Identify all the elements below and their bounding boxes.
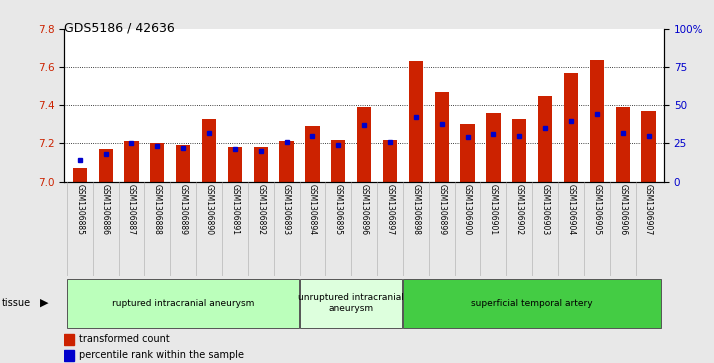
Text: GSM1306885: GSM1306885 bbox=[75, 184, 84, 235]
Text: transformed count: transformed count bbox=[79, 334, 170, 344]
Text: GSM1306889: GSM1306889 bbox=[178, 184, 188, 235]
Bar bbox=[64, 350, 74, 362]
Text: ▶: ▶ bbox=[40, 298, 49, 308]
Text: GSM1306894: GSM1306894 bbox=[308, 184, 317, 236]
Text: GSM1306903: GSM1306903 bbox=[540, 184, 550, 236]
Text: GDS5186 / 42636: GDS5186 / 42636 bbox=[64, 22, 175, 35]
Bar bbox=[486, 113, 501, 182]
Bar bbox=[512, 119, 526, 182]
Bar bbox=[99, 149, 113, 182]
Bar bbox=[408, 61, 423, 182]
Text: GSM1306893: GSM1306893 bbox=[282, 184, 291, 236]
Bar bbox=[306, 126, 320, 182]
Text: GSM1306904: GSM1306904 bbox=[566, 184, 575, 236]
Bar bbox=[641, 111, 655, 182]
Text: GSM1306888: GSM1306888 bbox=[153, 184, 162, 235]
Text: tissue: tissue bbox=[1, 298, 31, 308]
Text: superficial temporal artery: superficial temporal artery bbox=[471, 299, 593, 307]
Bar bbox=[202, 119, 216, 182]
Text: GSM1306902: GSM1306902 bbox=[515, 184, 524, 236]
Text: GSM1306891: GSM1306891 bbox=[231, 184, 239, 235]
Text: GSM1306895: GSM1306895 bbox=[333, 184, 343, 236]
Text: GSM1306898: GSM1306898 bbox=[411, 184, 421, 235]
FancyBboxPatch shape bbox=[300, 279, 403, 327]
Text: GSM1306901: GSM1306901 bbox=[489, 184, 498, 236]
Bar bbox=[357, 107, 371, 182]
Text: ruptured intracranial aneurysm: ruptured intracranial aneurysm bbox=[112, 299, 254, 307]
Bar bbox=[590, 60, 604, 182]
Text: GSM1306900: GSM1306900 bbox=[463, 184, 472, 236]
Bar bbox=[331, 140, 346, 182]
FancyBboxPatch shape bbox=[67, 279, 299, 327]
Bar bbox=[383, 140, 397, 182]
Bar bbox=[124, 142, 139, 182]
Text: GSM1306892: GSM1306892 bbox=[256, 184, 265, 235]
Bar bbox=[564, 73, 578, 182]
Text: GSM1306906: GSM1306906 bbox=[618, 184, 627, 236]
Text: GSM1306905: GSM1306905 bbox=[593, 184, 601, 236]
Text: GSM1306897: GSM1306897 bbox=[386, 184, 395, 236]
Text: unruptured intracranial
aneurysm: unruptured intracranial aneurysm bbox=[298, 293, 404, 313]
Bar bbox=[253, 147, 268, 182]
Text: GSM1306886: GSM1306886 bbox=[101, 184, 110, 235]
Text: GSM1306890: GSM1306890 bbox=[204, 184, 213, 236]
Bar bbox=[64, 334, 74, 345]
Bar bbox=[538, 96, 552, 182]
Text: GSM1306896: GSM1306896 bbox=[360, 184, 368, 236]
Bar bbox=[279, 142, 293, 182]
Bar bbox=[228, 147, 242, 182]
Bar bbox=[615, 107, 630, 182]
Text: GSM1306899: GSM1306899 bbox=[437, 184, 446, 236]
Text: GSM1306907: GSM1306907 bbox=[644, 184, 653, 236]
Bar bbox=[461, 125, 475, 182]
Bar bbox=[176, 145, 191, 182]
Text: percentile rank within the sample: percentile rank within the sample bbox=[79, 351, 244, 360]
Bar bbox=[73, 168, 87, 182]
Text: GSM1306887: GSM1306887 bbox=[127, 184, 136, 235]
FancyBboxPatch shape bbox=[403, 279, 661, 327]
Bar bbox=[150, 143, 164, 182]
Bar bbox=[435, 92, 449, 182]
